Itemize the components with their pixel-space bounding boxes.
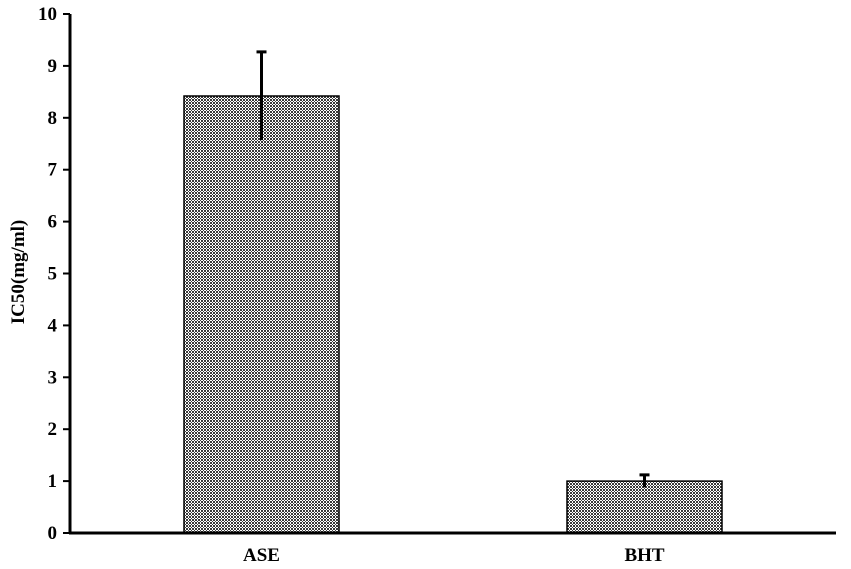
y-tick-label-9: 9 [48,56,58,77]
y-ticks-layer: 0 1 2 3 4 5 6 7 8 9 10 [38,4,70,544]
y-tick-label-7: 7 [48,160,58,181]
y-tick-label-5: 5 [48,264,58,285]
bar-bht [566,480,723,534]
x-label-bht: BHT [624,545,664,566]
y-tick-label-0: 0 [48,523,58,544]
y-tick-label-6: 6 [48,212,58,233]
bar-ase [183,95,340,534]
x-label-ase: ASE [243,545,280,566]
error-bar-bht [639,473,650,488]
y-tick-label-2: 2 [48,419,58,440]
bars-layer [183,95,723,534]
y-tick-label-10: 10 [38,4,57,25]
error-bars-layer [256,50,650,488]
y-tick-label-8: 8 [48,108,58,129]
y-axis-title: IC50(mg/ml) [8,220,29,324]
y-tick-label-4: 4 [48,315,58,336]
x-labels-layer: ASE BHT [243,545,665,566]
y-tick-label-1: 1 [48,471,58,492]
y-tick-label-3: 3 [48,367,58,388]
error-bar-ase [256,50,267,141]
